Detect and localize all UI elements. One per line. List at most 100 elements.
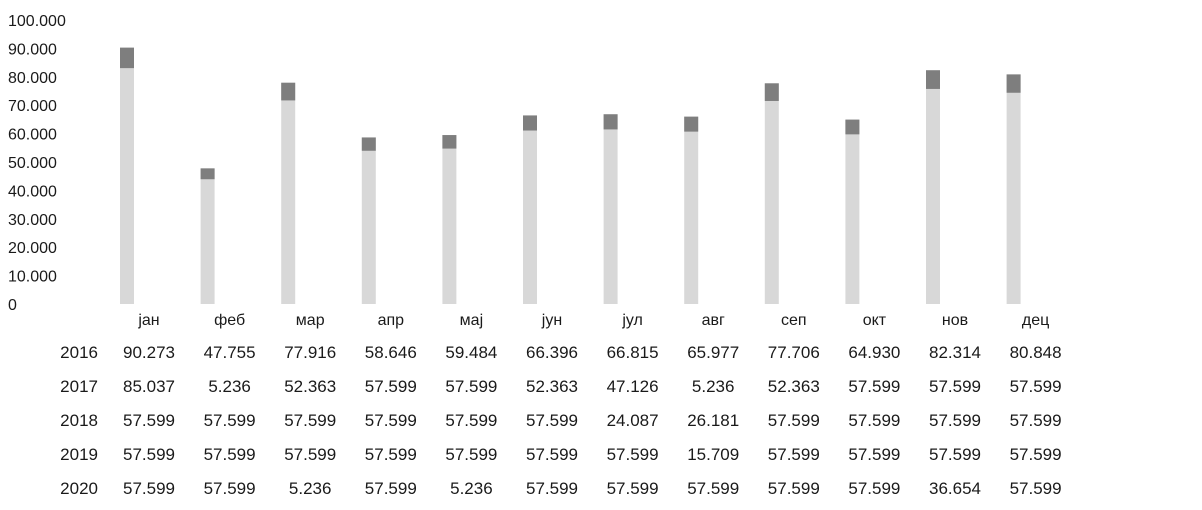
table-cell: 57.599 [284,411,337,430]
bar [603,114,618,305]
table-cell: 57.599 [364,377,417,396]
table-cell: 57.599 [929,411,981,430]
table-row: 2019 57.599 57.599 57.599 57.599 57.599 57.599… [0,438,1202,472]
table-cell: 59.484 [445,343,498,362]
table-cell: 57.599 [606,445,659,464]
table-cell: 52.363 [284,377,337,396]
table-cell: 57.599 [848,411,901,430]
table-cell: 57.599 [445,377,498,396]
bar [926,70,940,304]
y-tick-label: 100.000 [8,13,66,30]
table-cell: 57.599 [848,445,901,464]
table-cell: 57.599 [203,411,256,430]
table-cell: 80.848 [1009,343,1062,362]
category-label: сеп [781,312,807,329]
table-cell: 52.363 [526,377,578,396]
year-label: 2018 [60,411,98,430]
bar-chart: 100.000 90.000 80.000 70.000 60.000 50.000 40.… [8,13,1049,329]
year-label: 2016 [60,343,98,362]
table-cell: 5.236 [288,479,332,498]
bar [281,82,296,304]
table-cell: 82.314 [929,343,981,362]
y-tick-label: 60.000 [8,127,57,144]
bar-top [523,115,537,131]
table-cell: 57.599 [1009,479,1062,498]
table-cell: 5.236 [208,377,251,396]
y-tick-label: 20.000 [8,240,57,257]
table-cell: 57.599 [364,445,417,464]
table-row: 2017 85.037 5.236 52.363 57.599 57.599 52.363 4… [0,370,1202,404]
table-cell: 77.706 [767,343,820,362]
table-cell: 57.599 [364,411,417,430]
table-cell: 57.599 [1009,411,1062,430]
y-tick-label: 0 [8,297,17,314]
table-cell: 57.599 [445,411,498,430]
table-cell: 57.599 [929,377,981,396]
table-cell: 57.599 [848,377,901,396]
bar-top [442,135,457,149]
table-cell: 57.599 [606,479,659,498]
table-cell: 52.363 [767,377,820,396]
category-label: феб [214,312,245,329]
table-cell: 57.599 [767,411,820,430]
bar-top [764,83,779,101]
table-cell: 57.599 [1009,377,1062,396]
data-table: 2016 90.273 47.755 77.916 58.646 59.484 66.396… [0,336,1202,510]
category-label: окт [863,312,887,329]
table-cell: 58.646 [364,343,417,362]
bar-top [603,114,618,130]
table-cell: 57.599 [123,411,175,430]
bar-top [281,82,296,101]
table-cell: 57.599 [526,445,578,464]
table-cell: 57.599 [123,479,175,498]
y-tick-label: 80.000 [8,70,57,87]
table-cell: 47.755 [203,343,256,362]
bar [120,47,134,304]
table-cell: 57.599 [767,445,820,464]
table-row: 2018 57.599 57.599 57.599 57.599 57.599 57.599… [0,404,1202,438]
table-cell: 57.599 [203,445,256,464]
bar-top [361,137,376,151]
table-cell: 5.236 [450,479,493,498]
table-cell: 57.599 [203,479,256,498]
table-cell: 24.087 [606,411,659,430]
bar [845,119,860,304]
category-label: јан [137,312,159,329]
y-tick-label: 50.000 [8,155,57,172]
bar-top [200,168,215,180]
bar [442,135,457,304]
year-label: 2017 [60,377,98,396]
bar [764,83,779,304]
category-label: јул [621,312,643,329]
table-cell: 57.599 [526,411,578,430]
bar-top [120,47,134,69]
table-cell: 15.709 [687,445,740,464]
bar-top [926,70,940,89]
category-label: нов [942,312,968,329]
y-tick-label: 30.000 [8,212,57,229]
table-cell: 57.599 [123,445,175,464]
table-cell: 57.599 [1009,445,1062,464]
category-label: мар [296,312,325,329]
table-cell: 57.599 [767,479,820,498]
table-row: 2020 57.599 57.599 5.236 57.599 5.236 57.599 57… [0,472,1202,506]
table-cell: 64.930 [848,343,901,362]
table-cell: 57.599 [929,445,981,464]
category-label: авг [702,312,725,329]
bar [1006,74,1021,304]
table-cell: 65.977 [687,343,740,362]
table-row: 2016 90.273 47.755 77.916 58.646 59.484 66.396… [0,336,1202,370]
table-cell: 57.599 [284,445,337,464]
table-cell: 26.181 [687,411,740,430]
y-tick-label: 90.000 [8,41,57,58]
bar [684,116,699,304]
y-tick-label: 10.000 [8,269,57,286]
table-cell: 85.037 [123,377,175,396]
table-cell: 90.273 [123,343,175,362]
table-cell: 57.599 [526,479,578,498]
table-cell: 57.599 [687,479,740,498]
table-cell: 77.916 [284,343,337,362]
table-cell: 57.599 [364,479,417,498]
y-tick-label: 70.000 [8,98,57,115]
table-cell: 57.599 [848,479,901,498]
